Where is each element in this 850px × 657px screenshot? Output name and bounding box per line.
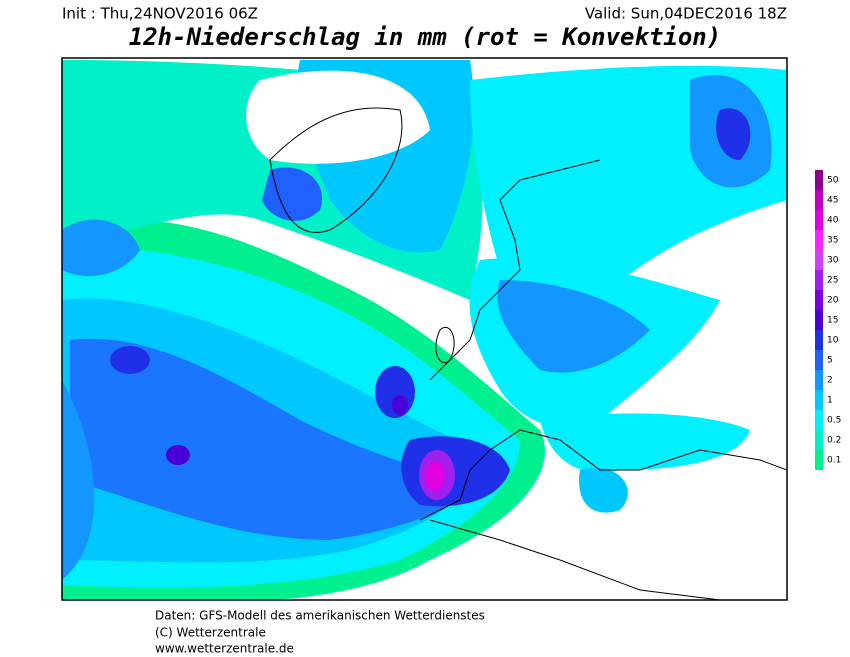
- legend-swatch: [815, 170, 823, 190]
- legend-label: 35: [827, 236, 838, 246]
- legend-swatch: [815, 350, 823, 370]
- footer-url: www.wetterzentrale.de: [155, 642, 294, 656]
- legend-swatch: [815, 250, 823, 270]
- legend-label: 30: [827, 256, 839, 266]
- legend-label: 0.1: [827, 456, 841, 466]
- legend-label: 25: [827, 276, 838, 286]
- legend-swatch: [815, 310, 823, 330]
- legend-label: 20: [827, 296, 839, 306]
- legend-swatch: [815, 430, 823, 450]
- legend-label: 2: [827, 376, 833, 386]
- legend-label: 1: [827, 396, 833, 406]
- legend-swatch: [815, 390, 823, 410]
- init-time: Init : Thu,24NOV2016 06Z: [62, 5, 258, 23]
- legend-swatch: [815, 450, 823, 470]
- legend-swatch: [815, 410, 823, 430]
- legend-swatch: [815, 230, 823, 250]
- legend: 50 45 40 35 30 25 20 15 10 5 2 1 0.5 0.2 0.1: [815, 170, 841, 470]
- legend-swatch: [815, 190, 823, 210]
- legend-label: 40: [827, 216, 839, 226]
- map-title: 12h-Niederschlag in mm (rot = Konvektion…: [129, 23, 721, 51]
- legend-swatch: [815, 330, 823, 350]
- valid-time: Valid: Sun,04DEC2016 18Z: [585, 5, 787, 23]
- footer-copyright: (C) Wetterzentrale: [155, 626, 266, 640]
- legend-swatch: [815, 210, 823, 230]
- legend-label: 0.5: [827, 416, 841, 426]
- map-frame: [61, 57, 788, 601]
- precipitation-field: [62, 58, 787, 600]
- legend-label: 50: [827, 176, 839, 186]
- legend-label: 5: [827, 356, 833, 366]
- legend-label: 0.2: [827, 436, 841, 446]
- legend-label: 15: [827, 316, 838, 326]
- legend-swatch: [815, 370, 823, 390]
- legend-label: 10: [827, 336, 839, 346]
- legend-label: 45: [827, 196, 838, 206]
- legend-swatch: [815, 290, 823, 310]
- footer-source: Daten: GFS-Modell des amerikanischen Wet…: [155, 609, 485, 623]
- legend-swatch: [815, 270, 823, 290]
